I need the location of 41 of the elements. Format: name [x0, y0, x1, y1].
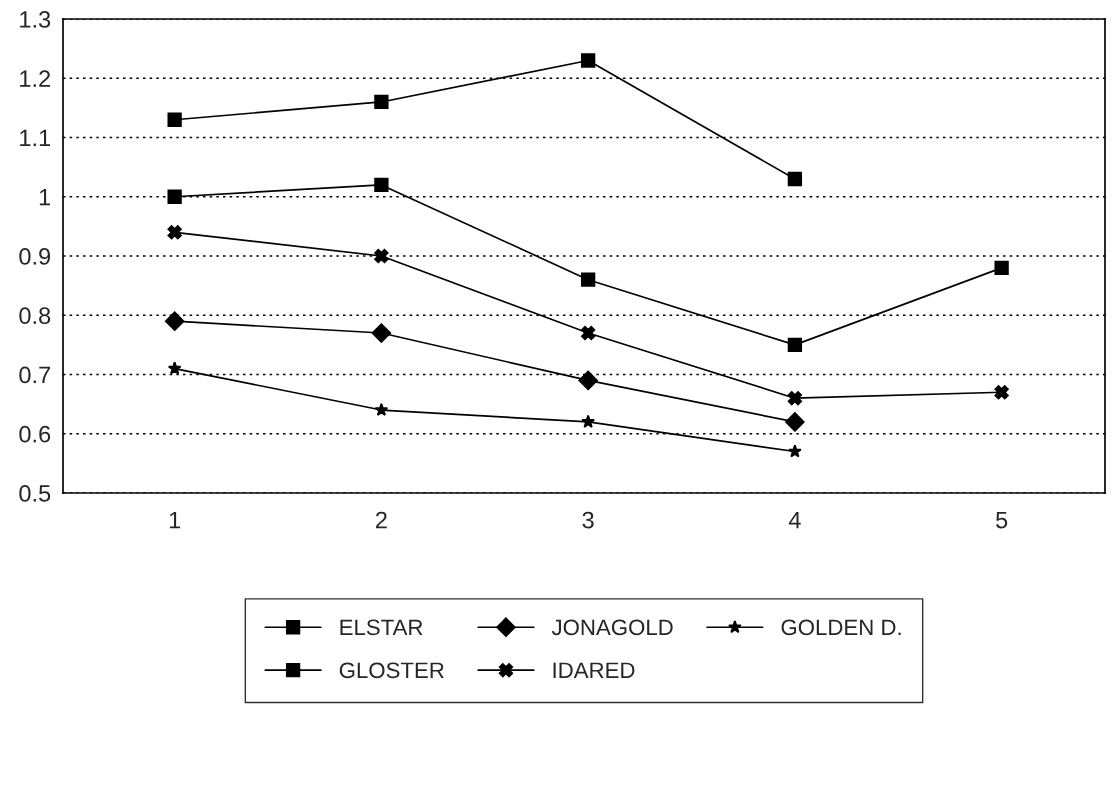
- point: [581, 414, 595, 428]
- y-tick-label: 0.7: [19, 366, 51, 384]
- point: [374, 94, 389, 110]
- y-tick-label: 1.3: [20, 11, 51, 28]
- point: [994, 385, 1009, 400]
- x-tick-label: 3: [582, 511, 594, 529]
- legend-label: GLOSTER: [339, 662, 444, 679]
- point: [580, 53, 596, 68]
- point: [787, 337, 803, 353]
- point: [788, 444, 802, 458]
- point: [374, 177, 389, 193]
- y-tick-label: 0.8: [19, 307, 51, 325]
- point: [580, 272, 596, 287]
- y-tick-label: 0.9: [19, 248, 51, 265]
- x-tick-label: 5: [996, 511, 1008, 529]
- x-tick-label: 4: [788, 511, 801, 529]
- point: [167, 112, 182, 127]
- point: [164, 311, 185, 331]
- point: [578, 370, 598, 391]
- point: [371, 323, 392, 343]
- legend-label: JONAGOLD: [551, 619, 673, 636]
- legend-label: IDARED: [553, 662, 635, 678]
- y-tick-label: 1.2: [20, 70, 51, 87]
- y-tick-label: 0.6: [19, 425, 51, 443]
- point: [787, 391, 803, 406]
- x-tick-label: 2: [376, 511, 387, 529]
- point: [167, 225, 182, 240]
- point: [785, 412, 805, 432]
- point: [580, 325, 596, 341]
- legend-label: GOLDEN D.: [781, 619, 901, 636]
- y-tick-label: 1: [39, 189, 51, 206]
- y-tick-label: 0.5: [19, 485, 51, 502]
- legend-label: ELSTAR: [340, 619, 423, 636]
- point: [374, 248, 389, 264]
- point: [787, 171, 803, 187]
- point: [167, 189, 182, 204]
- y-tick-label: 1.1: [20, 129, 51, 147]
- x-tick-label: 1: [169, 511, 181, 529]
- point: [167, 361, 182, 375]
- point: [374, 402, 389, 417]
- point: [994, 260, 1009, 276]
